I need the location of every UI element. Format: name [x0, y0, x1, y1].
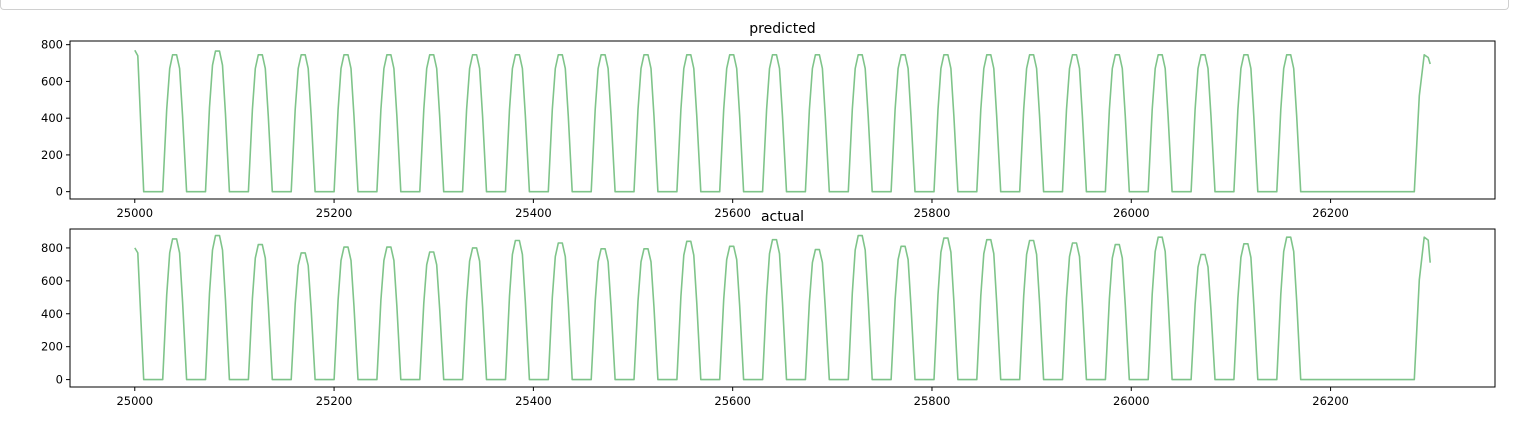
actual-title: actual: [761, 209, 804, 225]
predicted-xtick-label: 25600: [714, 206, 751, 220]
actual-xtick-label: 26200: [1312, 394, 1349, 408]
predicted-ytick-label: 600: [41, 74, 63, 88]
predicted-series-line: [134, 49, 1431, 193]
actual-ytick-label: 400: [41, 307, 63, 321]
predicted-xtick-label: 26200: [1312, 206, 1349, 220]
actual-ytick-label: 200: [41, 340, 63, 354]
predicted-xtick-label: 26000: [1113, 206, 1150, 220]
predicted-xtick-label: 25200: [316, 206, 353, 220]
actual-series-line: [134, 234, 1431, 381]
actual-xtick-label: 26000: [1113, 394, 1150, 408]
predicted-ytick-label: 400: [41, 111, 63, 125]
actual-ytick-label: 800: [41, 241, 63, 255]
actual-ytick-label: 600: [41, 274, 63, 288]
actual-xtick-label: 25000: [116, 394, 153, 408]
predicted-xtick-label: 25400: [515, 206, 552, 220]
predicted-xtick-label: 25800: [914, 206, 951, 220]
top-border: [0, 0, 1509, 10]
predicted-xtick-label: 25000: [116, 206, 153, 220]
predicted-ytick-label: 800: [41, 38, 63, 52]
actual-xtick-label: 25600: [714, 394, 751, 408]
predicted-panel: predicted 0 200 400 600 800 25000 25200 25400 256…: [41, 21, 1496, 220]
actual-xtick-label: 25800: [914, 394, 951, 408]
actual-ytick-label: 0: [56, 373, 63, 387]
actual-panel: actual 0 200 400 600 800 25000 25200 25400 25600 2…: [41, 209, 1496, 408]
predicted-axes-frame: [69, 40, 1496, 200]
actual-axes-frame: [69, 228, 1496, 388]
actual-xtick-label: 25200: [316, 394, 353, 408]
actual-xtick-label: 25400: [515, 394, 552, 408]
predicted-ytick-label: 200: [41, 148, 63, 162]
predicted-ytick-label: 0: [56, 185, 63, 199]
predicted-title: predicted: [749, 21, 815, 37]
